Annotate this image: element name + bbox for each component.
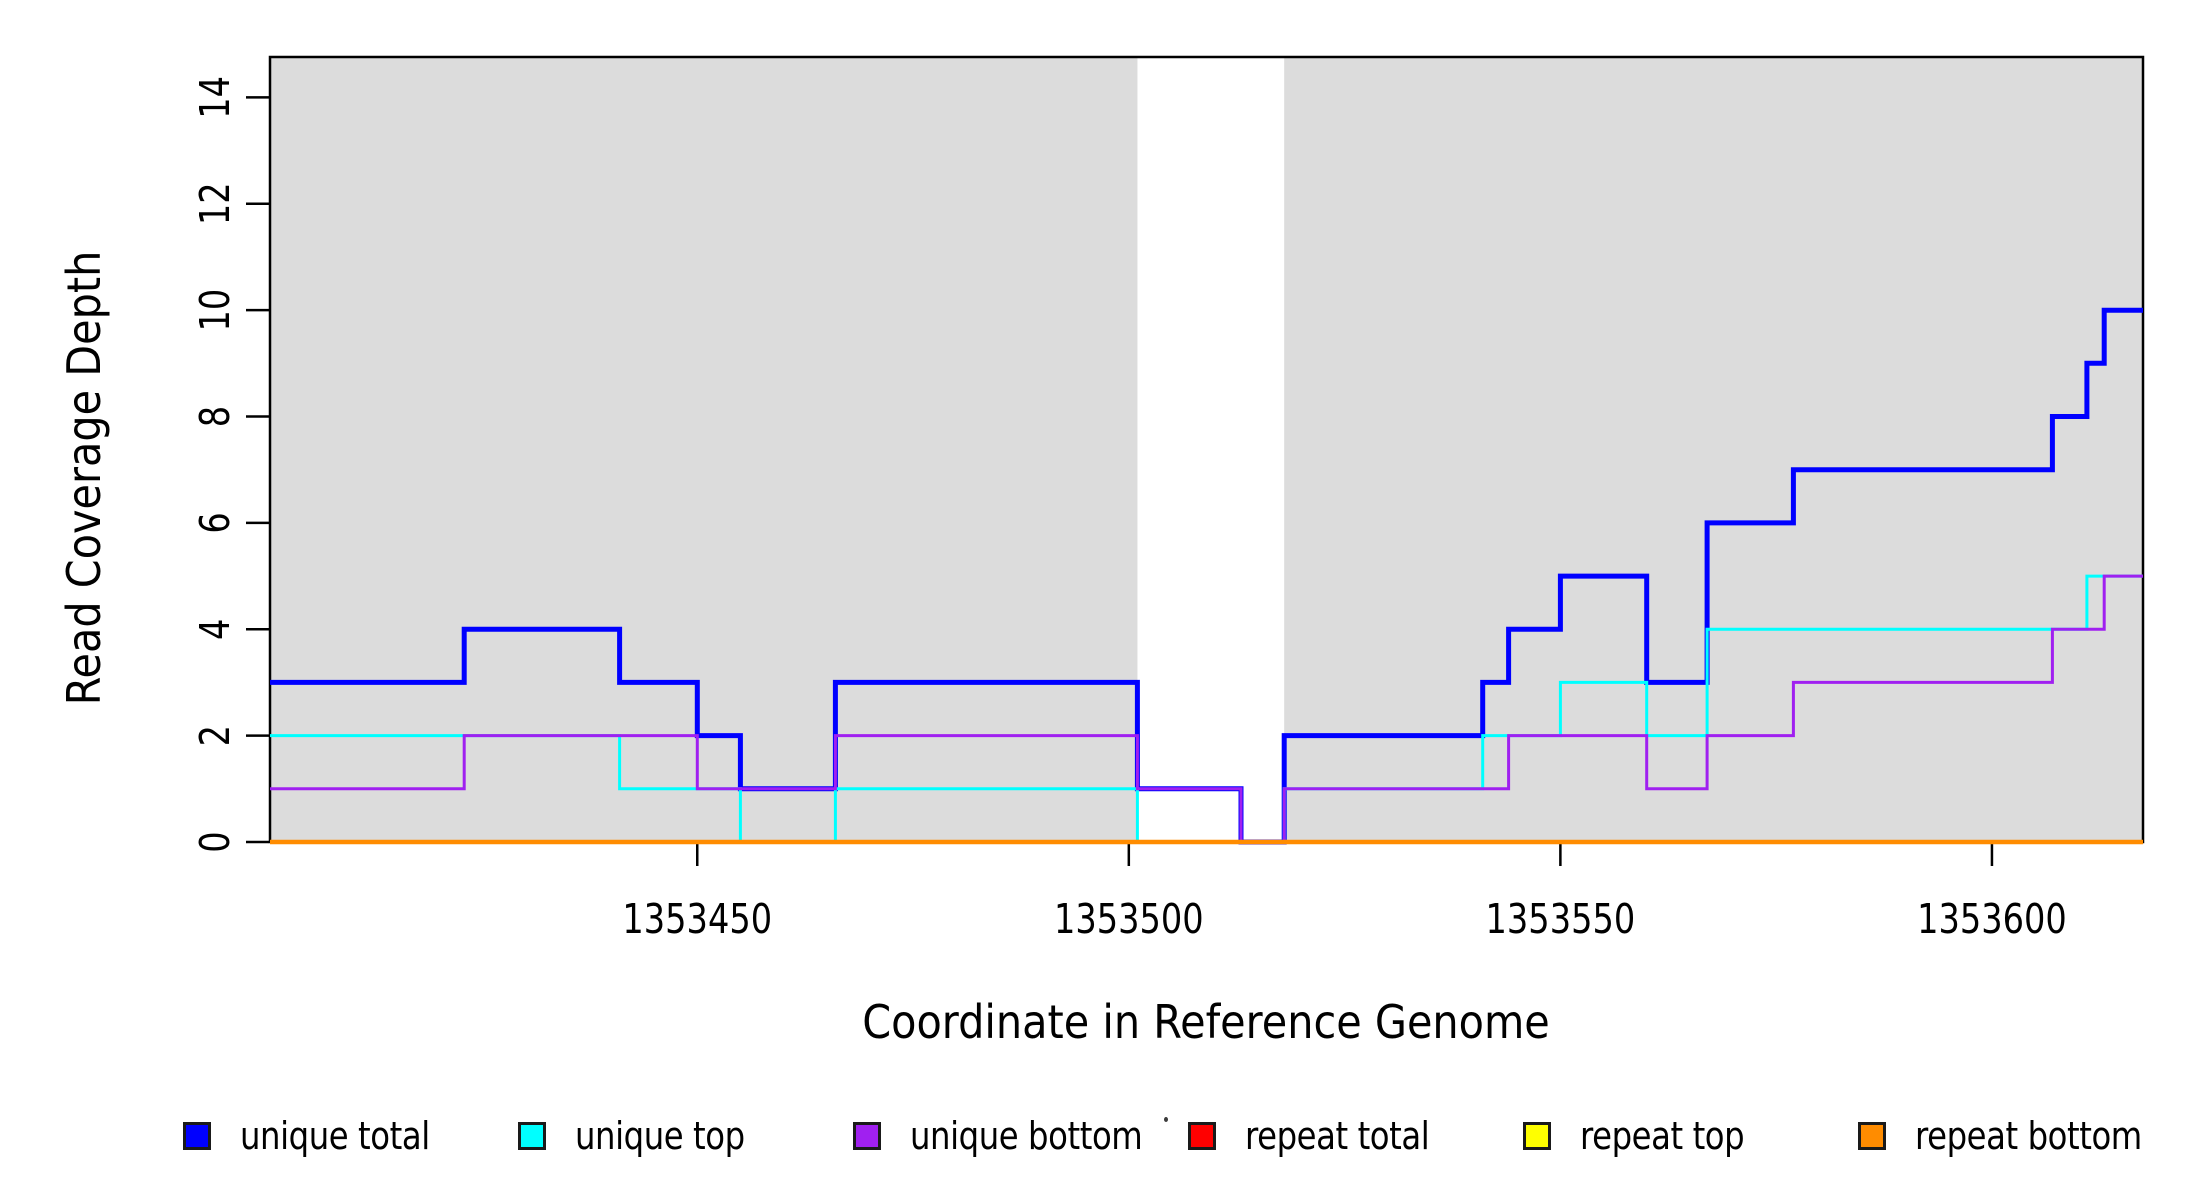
y-tick-label: 12 — [190, 182, 238, 225]
svg-text:1353450: 1353450 — [622, 895, 772, 943]
series-unique-total — [270, 307, 2143, 845]
y-tick-label: 6 — [190, 512, 238, 533]
x-tick-label: 1353500 — [1054, 895, 1204, 943]
shaded-region-1 — [270, 57, 1138, 842]
series-unique-bottom — [270, 574, 2143, 844]
svg-text:12: 12 — [190, 182, 238, 225]
y-axis-title: Read Coverage Depth — [57, 250, 111, 706]
y-tick-label: 2 — [190, 725, 238, 746]
shaded-region-2 — [1284, 57, 2143, 842]
y-tick-label: 4 — [190, 619, 238, 640]
svg-text:0: 0 — [190, 831, 238, 852]
svg-text:1353500: 1353500 — [1054, 895, 1204, 943]
y-tick-label: 8 — [190, 406, 238, 427]
x-axis-title: Coordinate in Reference Genome — [862, 995, 1550, 1049]
x-tick-label: 1353600 — [1917, 895, 2067, 943]
stray-dot-artifact — [1164, 1117, 1168, 1122]
svg-text:10: 10 — [190, 289, 238, 332]
x-tick-label: 1353550 — [1486, 895, 1636, 943]
x-tick-label: 1353450 — [622, 895, 772, 943]
svg-text:1353550: 1353550 — [1486, 895, 1636, 943]
svg-text:6: 6 — [190, 512, 238, 533]
y-tick-label: 14 — [190, 76, 238, 119]
y-tick-label: 0 — [190, 831, 238, 852]
svg-text:1353600: 1353600 — [1917, 895, 2067, 943]
svg-text:8: 8 — [190, 406, 238, 427]
svg-text:2: 2 — [190, 725, 238, 746]
svg-text:4: 4 — [190, 619, 238, 640]
svg-text:14: 14 — [190, 76, 238, 119]
y-tick-label: 10 — [190, 289, 238, 332]
